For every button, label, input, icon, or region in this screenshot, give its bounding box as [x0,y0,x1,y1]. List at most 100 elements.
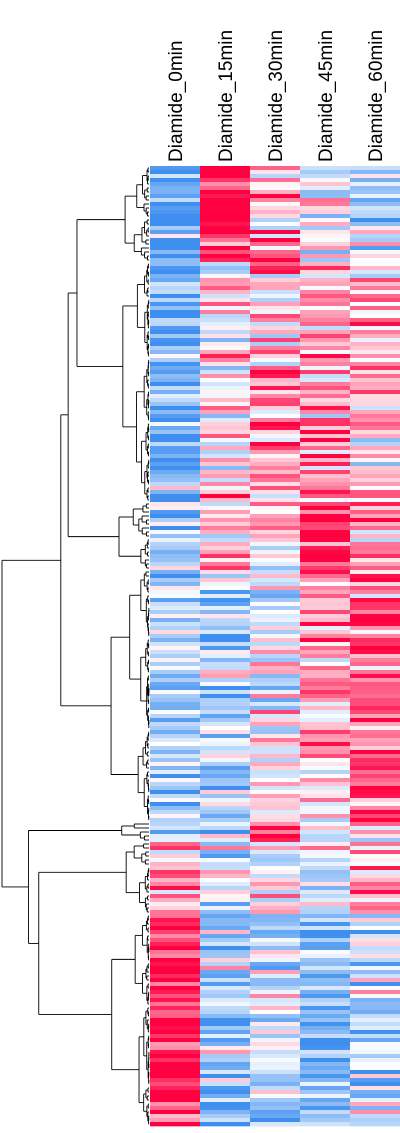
heatmap-cell [150,582,201,587]
heatmap-cell [300,630,351,635]
heatmap-cell [300,1074,351,1079]
heatmap-cell [200,310,251,315]
heatmap-cell [250,690,301,695]
heatmap-cell [150,710,201,715]
heatmap-cell [300,606,351,611]
heatmap-cell [350,462,400,467]
heatmap-cell [200,186,251,191]
heatmap-cell [250,206,301,211]
heatmap-cell [350,622,400,627]
heatmap-cell [250,998,301,1003]
heatmap-cell [200,722,251,727]
heatmap-cell [250,1078,301,1083]
heatmap-cell [200,826,251,831]
heatmap-cell [300,562,351,567]
heatmap-cell [300,946,351,951]
heatmap-cell [250,1026,301,1031]
heatmap-cell [250,234,301,239]
heatmap-cell [350,186,400,191]
heatmap-cell [300,774,351,779]
heatmap-cell [200,878,251,883]
heatmap-cell [250,1058,301,1063]
heatmap-cell [200,690,251,695]
heatmap-cell [300,194,351,199]
heatmap-cell [200,246,251,251]
heatmap-cell [300,1058,351,1063]
heatmap-cell [250,1054,301,1059]
heatmap-cell [150,898,201,903]
heatmap-cell [150,1110,201,1115]
heatmap-cell [250,490,301,495]
heatmap-cell [200,862,251,867]
heatmap-cell [300,686,351,691]
heatmap-cell [200,678,251,683]
heatmap-cell [250,662,301,667]
heatmap-cell [150,690,201,695]
heatmap-cell [150,486,201,491]
heatmap-cell [250,846,301,851]
heatmap-cell [350,422,400,427]
heatmap-cell [200,550,251,555]
heatmap-cell [250,534,301,539]
heatmap-cell [150,902,201,907]
heatmap-cell [150,870,201,875]
heatmap-cell [150,306,201,311]
heatmap-cell [200,1110,251,1115]
heatmap-cell [350,402,400,407]
heatmap-cell [200,238,251,243]
heatmap-cell [350,254,400,259]
heatmap-cell [250,1070,301,1075]
heatmap-cell [300,314,351,319]
heatmap-cell [300,974,351,979]
heatmap-cell [150,322,201,327]
heatmap-cell [300,254,351,259]
heatmap-cell [300,230,351,235]
heatmap-cell [300,690,351,695]
heatmap-cell [350,530,400,535]
heatmap-cell [200,674,251,679]
heatmap-cell [200,814,251,819]
heatmap-cell [200,626,251,631]
heatmap-cell [150,602,201,607]
heatmap-cell [250,678,301,683]
heatmap-cell [350,390,400,395]
heatmap-cell [250,194,301,199]
heatmap-cell [250,474,301,479]
heatmap-cell [200,358,251,363]
heatmap-cell [350,262,400,267]
heatmap-cell [250,790,301,795]
heatmap-cell [350,578,400,583]
heatmap-cell [200,1058,251,1063]
heatmap-cell [300,342,351,347]
heatmap-cell [300,394,351,399]
heatmap-cell [200,914,251,919]
heatmap-cell [250,906,301,911]
heatmap-cell [300,278,351,283]
heatmap-cell [350,822,400,827]
heatmap-cell [150,210,201,215]
heatmap-cell [150,1054,201,1059]
heatmap-cell [300,202,351,207]
heatmap-cell [300,270,351,275]
heatmap-cell [350,294,400,299]
heatmap-cell [350,282,400,287]
heatmap-cell [350,1086,400,1091]
heatmap-cell [300,914,351,919]
heatmap-cell [200,366,251,371]
heatmap-cell [200,990,251,995]
heatmap-cell [150,186,201,191]
heatmap-cell [250,242,301,247]
heatmap-cell [250,774,301,779]
heatmap-cell [300,978,351,983]
heatmap-cell [350,290,400,295]
heatmap-cell [300,646,351,651]
heatmap-cell [300,358,351,363]
heatmap-cell [200,610,251,615]
heatmap-cell [250,878,301,883]
heatmap-cell [200,846,251,851]
heatmap-cell [150,470,201,475]
heatmap-cell [200,834,251,839]
heatmap-cell [300,590,351,595]
heatmap-cell [300,842,351,847]
heatmap-cell [300,390,351,395]
